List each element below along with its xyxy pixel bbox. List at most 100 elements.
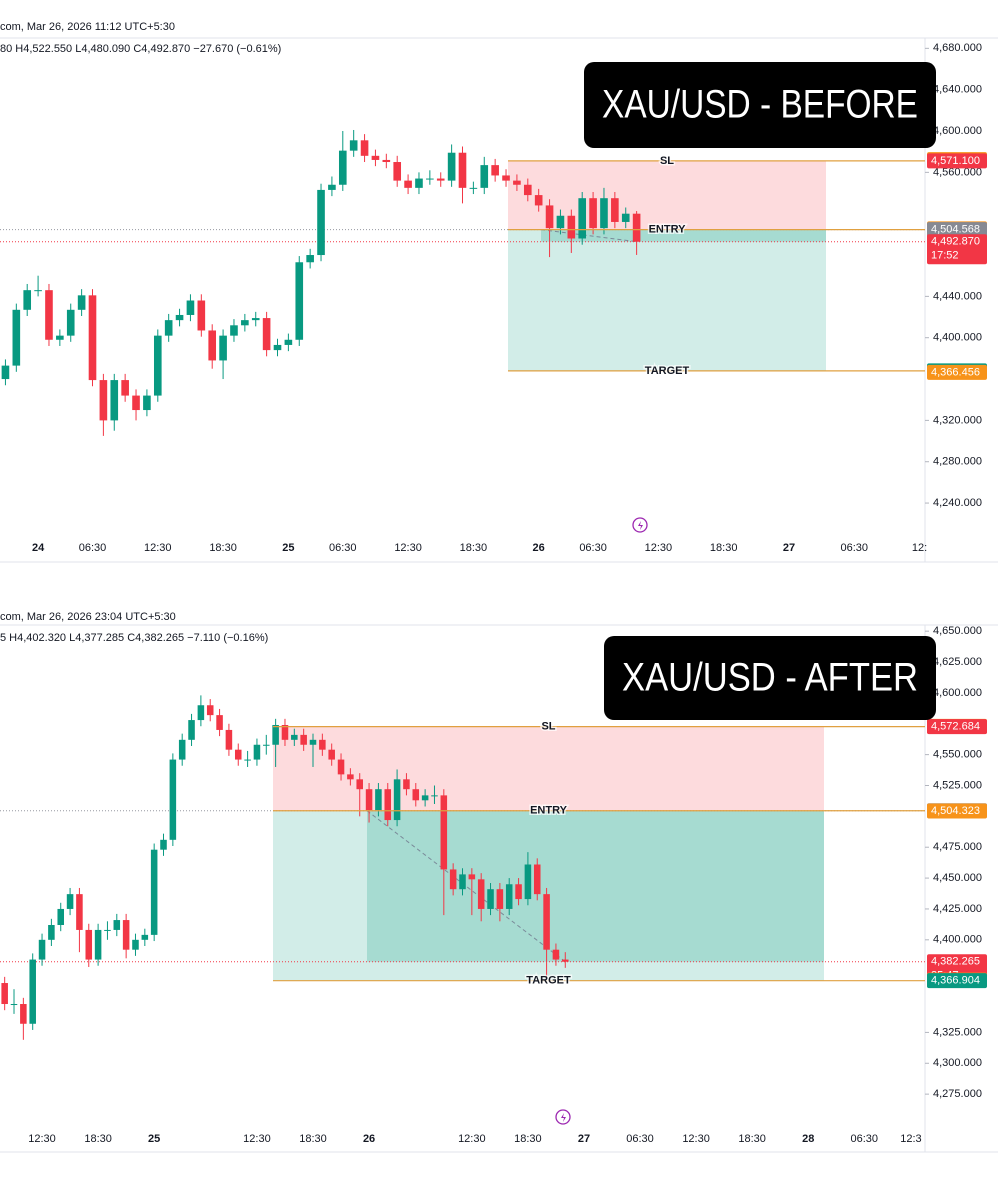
candle-body xyxy=(104,929,111,931)
candle-body xyxy=(621,213,630,222)
reward-zone xyxy=(508,229,826,371)
candle-body xyxy=(23,290,32,310)
candle-body xyxy=(393,162,402,181)
candle-body xyxy=(295,262,304,340)
candle-body xyxy=(524,864,532,900)
candle-body xyxy=(225,729,233,750)
candle-body xyxy=(85,929,93,960)
candle-body xyxy=(415,178,423,188)
candle-body xyxy=(502,175,510,181)
candle-body xyxy=(272,725,279,745)
x-tick-label: 25 xyxy=(282,542,294,554)
candle-body xyxy=(186,300,195,315)
candle-body xyxy=(241,320,249,326)
candle-body xyxy=(328,184,336,190)
price-label-box xyxy=(927,222,987,238)
candle-body xyxy=(12,309,21,366)
x-tick-label: 27 xyxy=(578,1133,590,1145)
candle-body xyxy=(29,959,36,1024)
y-tick-label: 4,240.000 xyxy=(933,497,982,509)
x-tick-label: 18:30 xyxy=(514,1133,542,1145)
candle-body xyxy=(468,874,476,880)
candle-body xyxy=(197,300,206,331)
header-text: com, Mar 26, 2026 11:12 UTC+5:30 xyxy=(0,21,175,33)
level-label: SL xyxy=(660,155,674,167)
candle-body xyxy=(94,929,102,960)
candle-body xyxy=(393,779,401,821)
candle-body xyxy=(219,335,227,361)
candle-body xyxy=(404,180,412,188)
candle-body xyxy=(496,889,504,909)
y-tick-label: 4,425.000 xyxy=(933,903,982,915)
candle-body xyxy=(56,335,64,340)
x-tick-label: 18:30 xyxy=(738,1133,766,1145)
y-tick-label: 4,400.000 xyxy=(933,934,982,946)
x-tick-label: 28 xyxy=(802,1133,814,1145)
x-tick-label: 06:30 xyxy=(329,542,357,554)
candle-body xyxy=(449,869,457,890)
candle-body xyxy=(480,165,489,188)
price-label: 4,504.568 xyxy=(931,224,980,236)
candle-body xyxy=(121,380,129,396)
candle-body xyxy=(197,705,205,721)
candle-body xyxy=(216,715,223,730)
candle-body xyxy=(99,380,108,421)
x-tick-label: 18:30 xyxy=(84,1133,112,1145)
candle-body xyxy=(356,779,363,790)
candle-body xyxy=(10,1004,18,1006)
candle-body xyxy=(403,779,410,790)
candle-body xyxy=(349,140,358,151)
candle-body xyxy=(375,789,382,811)
y-tick-label: 4,400.000 xyxy=(933,332,982,344)
price-label-box xyxy=(927,719,987,735)
candle-body xyxy=(371,155,380,160)
title-box xyxy=(584,62,936,148)
candle-body xyxy=(360,140,369,156)
y-tick-label: 4,625.000 xyxy=(933,656,982,668)
candle-body xyxy=(251,318,260,321)
x-tick-label: 18:30 xyxy=(299,1133,327,1145)
price-label: 4,366.456 xyxy=(931,366,980,378)
y-tick-label: 4,600.000 xyxy=(933,125,982,137)
candle-body xyxy=(567,215,576,239)
candle-body xyxy=(515,884,522,900)
x-tick-label: 12:30 xyxy=(28,1133,56,1145)
candle-body xyxy=(141,934,149,940)
candle-body xyxy=(291,734,298,740)
candle-body xyxy=(421,795,429,801)
candle-body xyxy=(150,849,158,935)
y-tick-label: 4,320.000 xyxy=(933,414,982,426)
candle-body xyxy=(317,189,325,256)
candle-body xyxy=(132,939,139,950)
y-tick-label: 4,450.000 xyxy=(933,872,982,884)
x-tick-label: 06:30 xyxy=(840,542,868,554)
level-label: ENTRY xyxy=(530,805,568,817)
candle-body xyxy=(178,739,186,760)
candle-body xyxy=(273,344,282,351)
candle-body xyxy=(543,894,550,950)
candle-body xyxy=(20,1004,27,1024)
candle-body xyxy=(281,725,289,740)
x-tick-label: 12:30 xyxy=(682,1133,710,1145)
candle-body xyxy=(300,734,307,745)
x-tick-label: 25 xyxy=(148,1133,160,1145)
candle-body xyxy=(600,198,608,229)
x-tick-label: 18:30 xyxy=(209,542,237,554)
title-box xyxy=(604,636,936,720)
candle-body xyxy=(306,255,314,263)
candle-body xyxy=(230,325,238,336)
candle-body xyxy=(175,314,184,321)
x-tick-label: 27 xyxy=(783,542,795,554)
risk-zone xyxy=(273,726,824,811)
y-tick-label: 4,475.000 xyxy=(933,841,982,853)
y-tick-label: 4,640.000 xyxy=(933,84,982,96)
chart-title: XAU/USD - AFTER xyxy=(622,656,918,700)
x-tick-label: 12:30 xyxy=(144,542,172,554)
candle-body xyxy=(66,309,75,336)
candle-body xyxy=(284,339,293,345)
candle-body xyxy=(66,894,74,909)
y-tick-label: 4,325.000 xyxy=(933,1026,982,1038)
candle-body xyxy=(253,744,261,760)
y-tick-label: 4,280.000 xyxy=(933,456,982,468)
